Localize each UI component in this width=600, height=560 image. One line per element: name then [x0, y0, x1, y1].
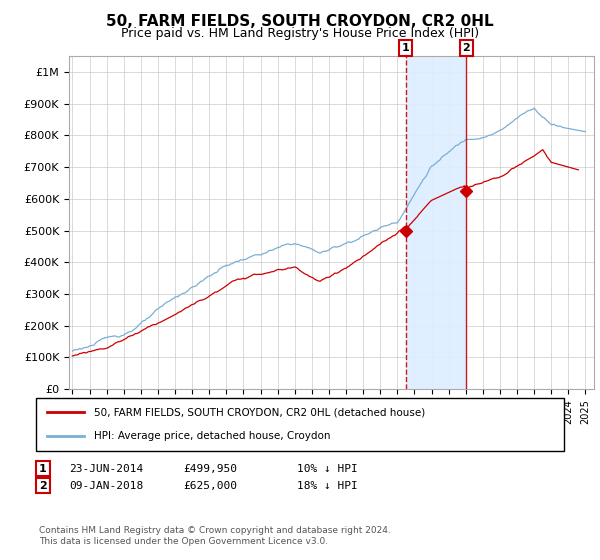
Text: 10% ↓ HPI: 10% ↓ HPI	[297, 464, 358, 474]
Text: 50, FARM FIELDS, SOUTH CROYDON, CR2 0HL: 50, FARM FIELDS, SOUTH CROYDON, CR2 0HL	[106, 14, 494, 29]
Text: 50, FARM FIELDS, SOUTH CROYDON, CR2 0HL (detached house): 50, FARM FIELDS, SOUTH CROYDON, CR2 0HL …	[94, 408, 425, 418]
Text: 09-JAN-2018: 09-JAN-2018	[69, 480, 143, 491]
Text: Price paid vs. HM Land Registry's House Price Index (HPI): Price paid vs. HM Land Registry's House …	[121, 27, 479, 40]
FancyBboxPatch shape	[36, 398, 564, 451]
Text: Contains HM Land Registry data © Crown copyright and database right 2024.
This d: Contains HM Land Registry data © Crown c…	[39, 526, 391, 546]
Bar	[406, 56, 466, 389]
Text: 18% ↓ HPI: 18% ↓ HPI	[297, 480, 358, 491]
Text: 1: 1	[401, 43, 409, 53]
Text: £499,950: £499,950	[183, 464, 237, 474]
Text: 1: 1	[39, 464, 47, 474]
Text: HPI: Average price, detached house, Croydon: HPI: Average price, detached house, Croy…	[94, 431, 331, 441]
Text: 2: 2	[463, 43, 470, 53]
Text: 23-JUN-2014: 23-JUN-2014	[69, 464, 143, 474]
Text: £625,000: £625,000	[183, 480, 237, 491]
Text: 2: 2	[39, 480, 47, 491]
